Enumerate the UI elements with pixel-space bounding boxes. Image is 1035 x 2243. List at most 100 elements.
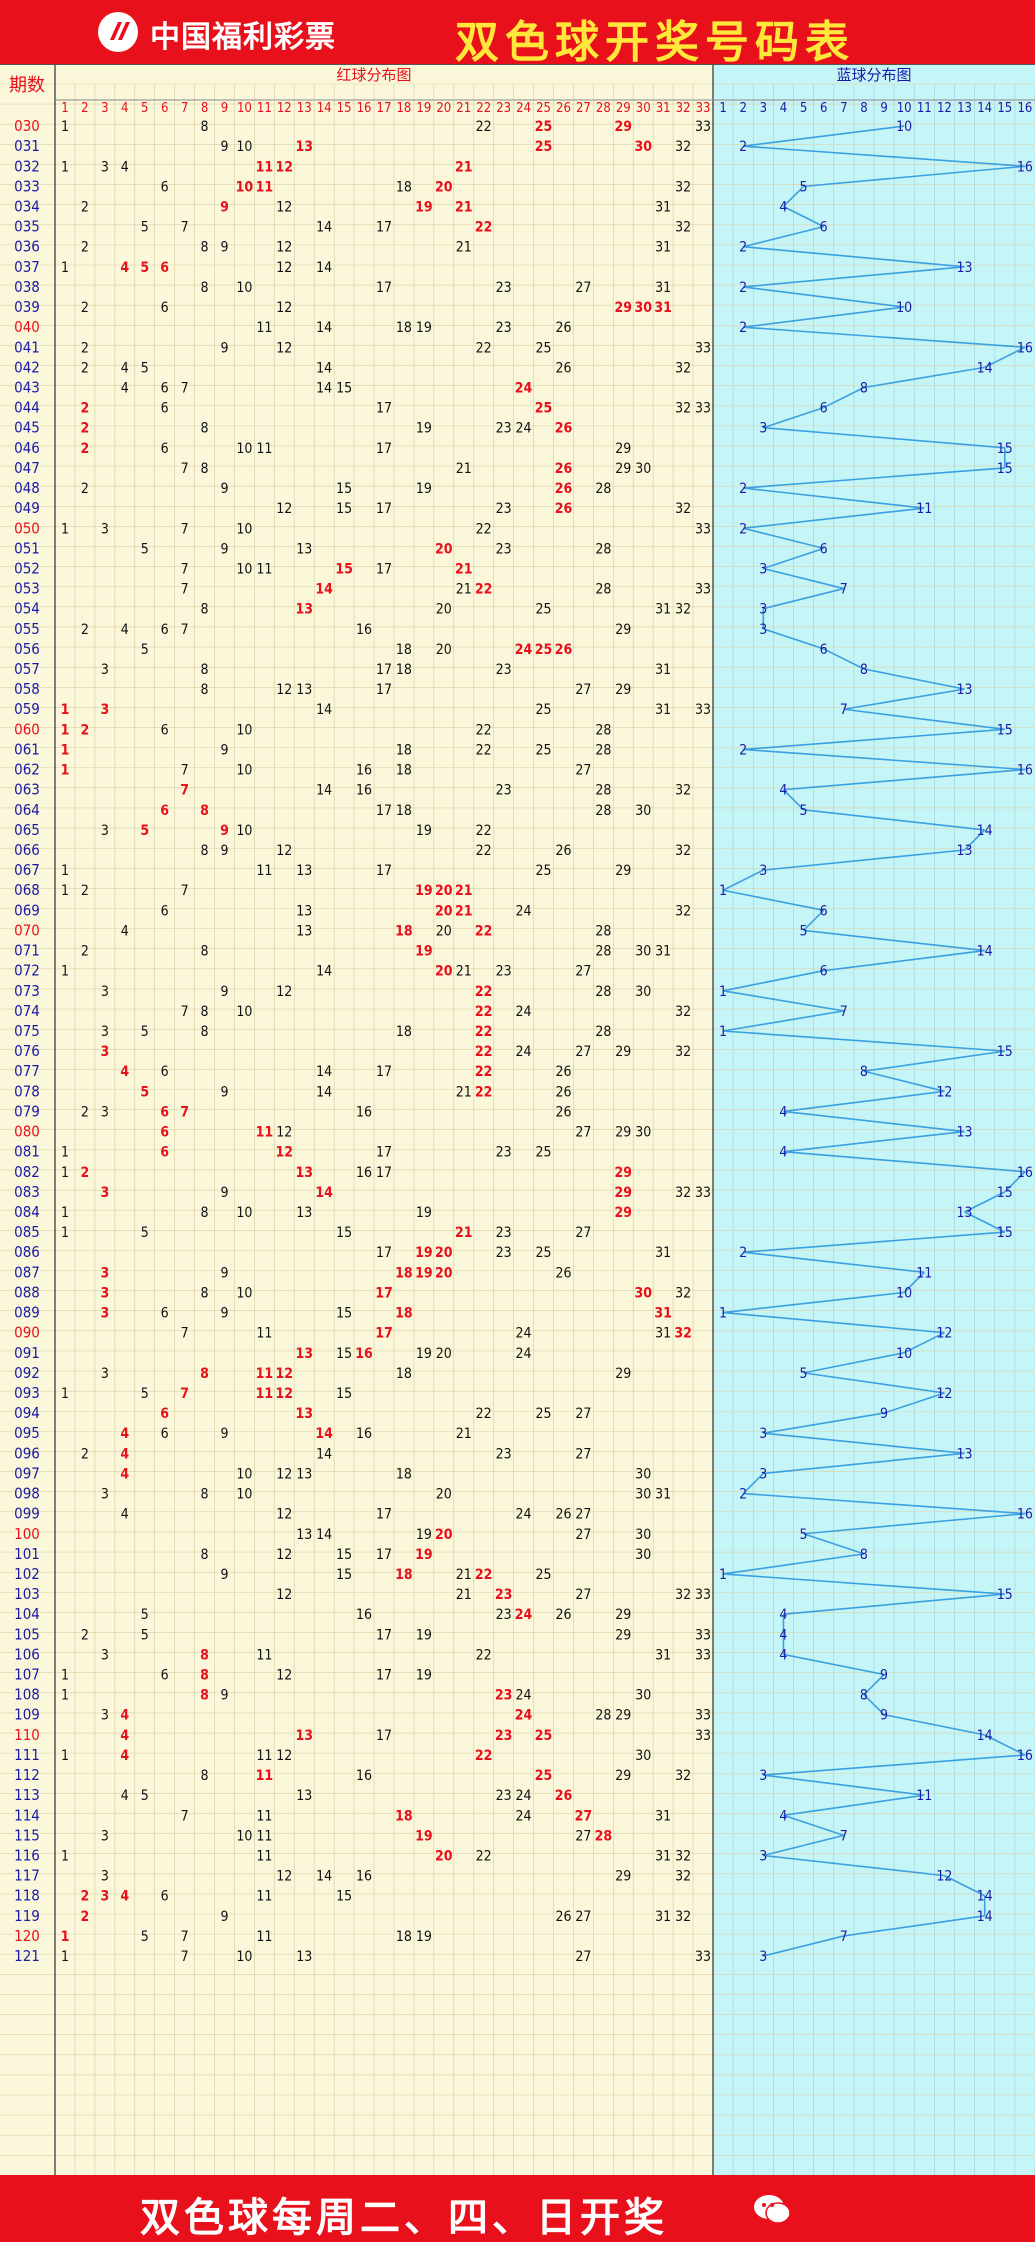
red-ball-number: 27 xyxy=(575,1828,591,1844)
blue-trend-segment xyxy=(964,1191,1006,1213)
red-ball-number: 24 xyxy=(516,1507,532,1523)
red-ball-number: 27 xyxy=(575,682,591,698)
blue-trend-segment xyxy=(763,406,824,429)
red-ball-number: 28 xyxy=(595,923,611,939)
red-column-label: 26 xyxy=(556,101,571,116)
red-ball-number: 30 xyxy=(634,300,652,316)
period-label: 032 xyxy=(14,157,40,175)
red-ball-number: 33 xyxy=(695,401,711,417)
blue-trend-segment xyxy=(763,587,845,610)
red-ball-number: 31 xyxy=(655,280,671,296)
red-ball-number: 6 xyxy=(161,1889,169,1905)
red-ball-number: 8 xyxy=(201,843,209,859)
red-ball-number: 6 xyxy=(161,1426,169,1442)
red-ball-number: 18 xyxy=(395,1567,413,1583)
red-ball-number: 5 xyxy=(141,360,149,376)
period-label: 096 xyxy=(14,1444,40,1462)
period-label: 089 xyxy=(14,1304,40,1322)
red-ball-number: 10 xyxy=(236,441,252,457)
red-column-label: 29 xyxy=(616,101,631,116)
blue-ball-number: 16 xyxy=(1017,1748,1033,1764)
red-ball-number: 16 xyxy=(356,783,372,799)
red-ball-number: 23 xyxy=(496,320,512,336)
blue-ball-number: 6 xyxy=(820,964,828,980)
red-ball-number: 30 xyxy=(635,461,651,477)
red-ball-number: 27 xyxy=(575,1808,593,1824)
red-ball-number: 25 xyxy=(535,642,553,658)
red-ball-number: 23 xyxy=(495,1587,513,1603)
period-label: 031 xyxy=(14,137,40,155)
red-column-label: 27 xyxy=(576,101,591,116)
blue-ball-number: 14 xyxy=(977,1728,993,1744)
red-ball-number: 30 xyxy=(635,803,651,819)
blue-ball-number: 3 xyxy=(759,421,767,437)
red-ball-number: 15 xyxy=(336,1547,352,1563)
red-ball-number: 15 xyxy=(336,380,352,396)
red-ball-number: 25 xyxy=(535,139,553,155)
blue-column-label: 5 xyxy=(800,101,807,116)
blue-column-label: 12 xyxy=(937,101,952,116)
red-ball-number: 18 xyxy=(396,1466,412,1482)
red-ball-number: 8 xyxy=(201,944,209,960)
red-ball-number: 18 xyxy=(396,1929,412,1945)
period-label: 048 xyxy=(14,479,40,497)
blue-ball-number: 7 xyxy=(840,1828,848,1844)
blue-ball-number: 12 xyxy=(936,1084,952,1100)
red-ball-number: 29 xyxy=(615,300,633,316)
red-ball-number: 5 xyxy=(141,1929,149,1945)
period-label: 030 xyxy=(14,117,40,135)
red-ball-number: 7 xyxy=(181,1929,189,1945)
blue-trend-segment xyxy=(803,929,985,952)
red-ball-number: 22 xyxy=(475,1084,493,1100)
red-ball-number: 6 xyxy=(161,401,169,417)
blue-trend-segment xyxy=(722,1010,844,1032)
red-ball-number: 2 xyxy=(81,300,89,316)
red-ball-number: 24 xyxy=(515,642,533,658)
red-ball-number: 13 xyxy=(296,1466,312,1482)
red-ball-number: 32 xyxy=(675,139,691,155)
red-ball-number: 22 xyxy=(475,1748,493,1764)
red-ball-number: 28 xyxy=(595,582,611,598)
red-ball-number: 22 xyxy=(476,742,492,758)
red-ball-number: 32 xyxy=(675,1869,691,1885)
red-ball-number: 10 xyxy=(236,561,252,577)
period-label: 041 xyxy=(14,338,40,356)
period-label: 063 xyxy=(14,781,40,799)
red-ball-number: 13 xyxy=(295,139,313,155)
red-ball-number: 21 xyxy=(455,199,473,215)
red-ball-number: 26 xyxy=(555,1788,573,1804)
red-ball-number: 26 xyxy=(555,843,571,859)
red-ball-number: 3 xyxy=(101,1366,109,1382)
red-ball-number: 26 xyxy=(555,360,571,376)
blue-ball-number: 14 xyxy=(977,944,993,960)
red-ball-number: 16 xyxy=(355,1346,373,1362)
red-ball-number: 29 xyxy=(615,1366,631,1382)
red-ball-number: 3 xyxy=(100,1044,109,1060)
red-ball-number: 19 xyxy=(416,481,432,497)
period-label: 115 xyxy=(14,1826,40,1844)
red-ball-number: 14 xyxy=(316,360,332,376)
red-column-label: 9 xyxy=(221,101,228,116)
red-ball-number: 24 xyxy=(516,1326,532,1342)
blue-ball-number: 13 xyxy=(957,1446,973,1462)
blue-trend-segment xyxy=(763,628,824,650)
blue-ball-number: 12 xyxy=(936,1386,952,1402)
red-ball-number: 13 xyxy=(295,1346,313,1362)
blue-ball-number: 15 xyxy=(997,461,1013,477)
red-ball-number: 22 xyxy=(475,1567,493,1583)
blue-ball-number: 11 xyxy=(916,501,932,517)
blue-ball-number: 3 xyxy=(759,1426,767,1442)
red-ball-number: 29 xyxy=(615,682,631,698)
blue-ball-number: 6 xyxy=(820,642,828,658)
red-ball-number: 29 xyxy=(615,461,631,477)
red-ball-number: 30 xyxy=(635,1527,651,1543)
red-ball-number: 2 xyxy=(81,421,90,437)
blue-ball-number: 1 xyxy=(719,883,727,899)
red-ball-number: 13 xyxy=(295,602,313,618)
blue-trend-segment xyxy=(743,245,965,268)
red-column-label: 1 xyxy=(61,101,68,116)
blue-ball-number: 16 xyxy=(1017,1507,1033,1523)
red-ball-number: 12 xyxy=(276,1145,294,1161)
red-ball-number: 10 xyxy=(236,722,252,738)
red-ball-number: 15 xyxy=(335,561,353,577)
